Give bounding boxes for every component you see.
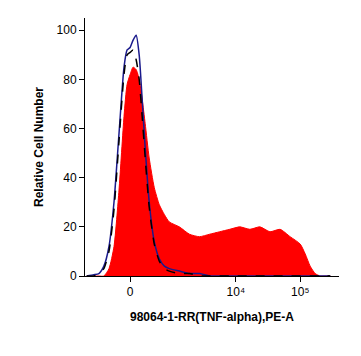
svg-text:20: 20 (63, 220, 77, 234)
svg-text:60: 60 (63, 122, 77, 136)
svg-text:Relative Cell Number: Relative Cell Number (32, 87, 46, 207)
svg-text:0: 0 (70, 269, 77, 283)
svg-text:100: 100 (57, 23, 77, 37)
svg-text:10⁵: 10⁵ (291, 285, 309, 299)
svg-text:10⁴: 10⁴ (227, 285, 246, 299)
svg-text:80: 80 (63, 73, 77, 87)
svg-text:98064-1-RR(TNF-alpha),PE-A: 98064-1-RR(TNF-alpha),PE-A (130, 310, 294, 324)
svg-text:40: 40 (63, 171, 77, 185)
svg-text:0: 0 (127, 285, 134, 299)
